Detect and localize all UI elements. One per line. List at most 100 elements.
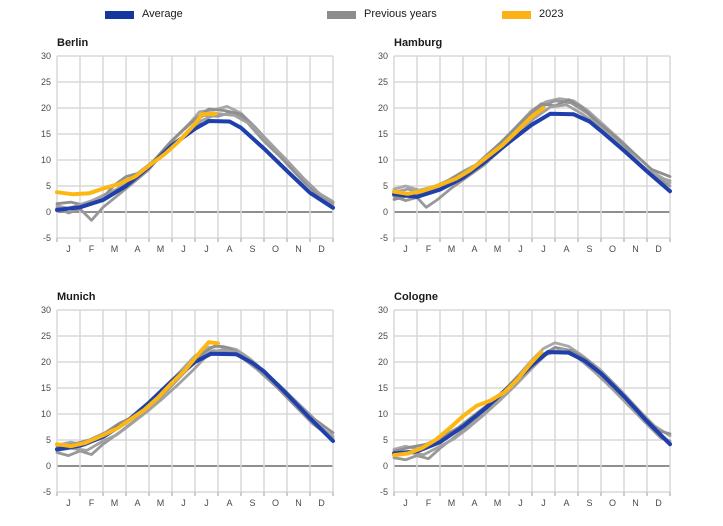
y-tick-label: 20 [377,357,388,367]
x-tick-label: M [110,498,119,508]
x-tick-label: J [403,498,408,508]
line-chart-svg [55,55,335,242]
y-tick-label: 15 [377,129,388,139]
y-tick-label: -5 [42,487,51,497]
y-tick-label: 20 [40,103,51,113]
y-tick-label: 25 [377,331,388,341]
line-chart-svg [55,309,335,496]
y-tick-label: 5 [45,181,51,191]
x-tick-label: D [318,498,325,508]
y-tick-label: 5 [382,435,388,445]
y-tick-label: 5 [382,181,388,191]
x-tick-label: S [586,498,593,508]
y-tick-label: 25 [377,77,388,87]
y-tick-label: 0 [45,207,51,217]
x-tick-label: F [425,244,432,254]
x-tick-label: S [586,244,593,254]
previous-years-swatch-icon [327,10,356,19]
line-chart-svg [392,55,672,242]
subplot-title: Berlin [57,37,89,49]
previous-year-line [392,348,672,458]
average-line [55,119,335,212]
x-tick-label: J [403,244,408,254]
y-tick-label: -5 [42,233,51,243]
x-tick-label: F [425,498,432,508]
x-tick-label: O [271,244,279,254]
legend-item-current-year: 2023 [502,7,563,21]
y-tick-label: 20 [40,357,51,367]
x-tick-label: A [563,498,570,508]
legend-label-current-year: 2023 [539,8,564,20]
subplot-top-right: Hamburg 30 25 20 15 10 5 0 -5 J F M A M J J A S O N D [378,37,672,254]
x-tick-label: F [88,244,95,254]
subplot-title: Hamburg [394,37,443,49]
x-tick-label: N [295,498,302,508]
x-tick-label: A [134,244,141,254]
y-tick-label: -5 [379,233,388,243]
x-tick-label: M [493,244,502,254]
y-tick-label: 30 [40,305,51,315]
legend-item-average: Average [105,7,183,21]
x-tick-label: J [66,498,71,508]
subplot-title: Cologne [394,291,438,303]
average-line [392,350,672,456]
x-tick-label: N [632,498,639,508]
y-tick-label: 25 [40,77,51,87]
x-tick-label: J [181,498,186,508]
current-year-line [392,350,544,458]
x-tick-label: M [493,498,502,508]
x-tick-label: M [156,498,165,508]
y-tick-label: 30 [40,51,51,61]
x-tick-label: A [563,244,570,254]
x-tick-label: N [295,244,302,254]
legend-item-previous-years: Previous years [327,7,437,21]
x-tick-label: J [541,498,546,508]
x-tick-label: M [156,244,165,254]
x-tick-label: A [471,498,478,508]
x-tick-label: J [66,244,71,254]
subplot-bottom-right: Cologne 30 25 20 15 10 5 0 -5 J F M A M J J A S O N D [378,291,672,508]
average-line [392,111,672,199]
y-tick-label: 10 [377,155,388,165]
x-tick-label: D [655,244,662,254]
x-tick-label: M [447,498,456,508]
x-tick-label: O [271,498,279,508]
x-tick-label: J [204,244,209,254]
legend-label-previous-years: Previous years [364,8,437,20]
y-tick-label: -5 [379,487,388,497]
current-year-line [55,111,218,197]
x-tick-label: D [655,498,662,508]
y-tick-label: 10 [40,409,51,419]
current-year-line [55,340,220,449]
y-tick-label: 15 [40,383,51,393]
x-tick-label: J [541,244,546,254]
y-tick-label: 5 [45,435,51,445]
x-tick-label: F [88,498,95,508]
y-tick-label: 20 [377,103,388,113]
line-chart-svg [392,309,672,496]
subplot-title: Munich [57,291,96,303]
y-tick-label: 0 [382,461,388,471]
x-tick-label: A [471,244,478,254]
x-tick-label: J [518,244,523,254]
y-tick-label: 30 [377,305,388,315]
x-tick-label: S [249,498,256,508]
current-year-swatch-icon [502,10,531,19]
legend-label-average: Average [142,8,183,20]
x-tick-label: M [110,244,119,254]
x-tick-label: A [226,244,233,254]
x-tick-label: D [318,244,325,254]
x-tick-label: M [447,244,456,254]
x-tick-label: J [518,498,523,508]
y-tick-label: 0 [382,207,388,217]
average-swatch-icon [105,10,134,19]
x-tick-label: J [181,244,186,254]
x-tick-label: A [134,498,141,508]
current-year-line [392,106,546,196]
y-tick-label: 10 [377,409,388,419]
subplot-top-left: Berlin 30 25 20 15 10 5 0 -5 J F M A M J J A S O N D [41,37,335,254]
x-tick-label: J [204,498,209,508]
x-tick-label: A [226,498,233,508]
y-tick-label: 25 [40,331,51,341]
